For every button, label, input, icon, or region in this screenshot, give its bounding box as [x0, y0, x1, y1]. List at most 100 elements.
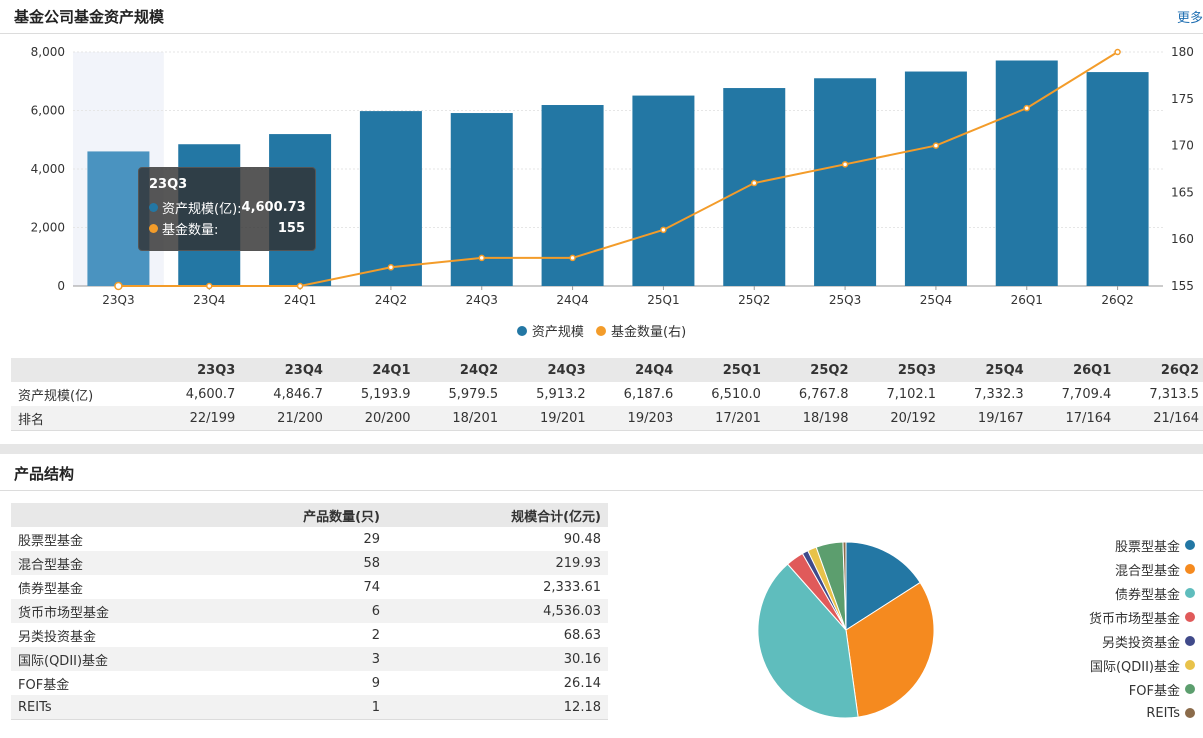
- table-header-cell: 24Q2: [414, 358, 503, 382]
- table-header-cell: 26Q2: [1115, 358, 1203, 382]
- line-point-23Q4[interactable]: [206, 282, 213, 290]
- pie-legend-label: 另类投资基金: [1101, 635, 1180, 651]
- pie-legend-item[interactable]: 混合型基金: [1089, 557, 1195, 581]
- tooltip-row2-name: 基金数量:: [162, 223, 219, 238]
- product-scale: 4,536.03: [387, 599, 608, 623]
- product-row: 股票型基金 29 90.48: [11, 527, 608, 551]
- line-point-24Q3[interactable]: [478, 254, 485, 262]
- line-point-26Q1[interactable]: [1023, 104, 1030, 112]
- table-row-asset: 资产规模(亿) 4,600.7 4,846.7 5,193.9 5,979.5 5,913…: [11, 382, 1203, 406]
- more-link[interactable]: 更多: [1176, 11, 1203, 26]
- product-name: 另类投资基金: [18, 629, 97, 645]
- product-header-cell: 规模合计(亿元): [387, 503, 608, 527]
- product-row: 货币市场型基金 6 4,536.03: [11, 599, 608, 623]
- x-tick-label: 24Q2: [375, 293, 407, 307]
- x-tick-label: 25Q1: [647, 293, 679, 307]
- pie-legend-item[interactable]: 国际(QDII)基金: [1089, 653, 1195, 677]
- pie-slice-1[interactable]: [845, 581, 935, 718]
- bar-25Q4[interactable]: [904, 71, 967, 286]
- line-point-25Q1[interactable]: [660, 226, 667, 234]
- x-tick-label: 26Q2: [1101, 293, 1133, 307]
- table-header-cell: 23Q4: [239, 358, 327, 382]
- product-name: 债券型基金: [18, 581, 84, 597]
- pie-legend-item[interactable]: FOF基金: [1089, 677, 1195, 701]
- line-point-26Q2[interactable]: [1114, 48, 1121, 56]
- y-right-tick-label: 170: [1171, 139, 1194, 153]
- table-header-cell: 25Q4: [940, 358, 1028, 382]
- product-header-cell: 产品数量(只): [250, 503, 387, 527]
- pie-legend-item[interactable]: 货币市场型基金: [1089, 605, 1195, 629]
- pie-legend-dot: [1185, 588, 1195, 598]
- line-point-24Q4[interactable]: [569, 254, 576, 262]
- product-scale: 68.63: [563, 627, 601, 643]
- pie-slice-0[interactable]: [845, 541, 921, 631]
- pie-legend: 股票型基金混合型基金债券型基金货币市场型基金另类投资基金国际(QDII)基金 FO…: [1089, 533, 1195, 725]
- table-header-cell: 24Q4: [589, 358, 678, 382]
- pie-legend-label: 债券型基金: [1114, 587, 1180, 603]
- y-right-tick-label: 175: [1171, 92, 1194, 106]
- line-point-25Q4[interactable]: [932, 142, 940, 149]
- line-point-24Q2[interactable]: [387, 264, 395, 271]
- legend-item-count[interactable]: 基金数量(右): [596, 321, 686, 340]
- pie-legend-dot: [1185, 540, 1195, 550]
- table-cell: 7,332.3: [974, 386, 1024, 402]
- product-scale: 26.14: [563, 675, 601, 691]
- tooltip-bar-dot: [149, 203, 158, 212]
- bar-25Q2[interactable]: [723, 88, 786, 286]
- chart-tooltip: 23Q3 资产规模(亿): 4,600.73 基金数量: 155: [138, 167, 316, 251]
- table-cell: 4,600.7: [185, 386, 236, 402]
- pie-legend-item[interactable]: 股票型基金: [1089, 533, 1195, 557]
- line-point-23Q3[interactable]: [114, 281, 123, 291]
- bar-25Q3[interactable]: [814, 78, 877, 286]
- pie-legend-label: 混合型基金: [1114, 563, 1180, 579]
- product-count: 58: [250, 551, 387, 575]
- product-table: 产品数量(只) 规模合计(亿元) 股票型基金 29 90.48 混合型基金 58 219.9…: [11, 503, 608, 720]
- line-point-25Q2[interactable]: [751, 179, 758, 187]
- legend-item-asset[interactable]: 资产规模: [516, 321, 584, 340]
- tooltip-row2-value: 155: [277, 221, 305, 236]
- pie-legend-item[interactable]: 另类投资基金: [1089, 629, 1195, 653]
- bar-25Q1[interactable]: [632, 95, 695, 286]
- table-cell: 5,193.9: [360, 386, 411, 402]
- bar-26Q1[interactable]: [995, 60, 1058, 287]
- bar-26Q2[interactable]: [1086, 72, 1149, 286]
- page-title: 基金公司基金资产规模: [14, 8, 165, 26]
- bar-24Q2[interactable]: [359, 111, 422, 286]
- row-label: 资产规模(亿): [18, 388, 94, 404]
- product-scale: 90.48: [563, 531, 601, 547]
- pie-legend-item[interactable]: 债券型基金: [1089, 581, 1195, 605]
- legend-label-count: 基金数量(右): [611, 325, 687, 340]
- pie-legend-dot: [1185, 612, 1195, 622]
- x-tick-label: 24Q3: [466, 293, 498, 307]
- product-row: 混合型基金 58 219.93: [11, 551, 608, 575]
- table-cell: 6,187.6: [623, 386, 674, 402]
- x-tick-label: 24Q4: [556, 293, 588, 307]
- pie-slice-7[interactable]: [842, 541, 847, 631]
- table-corner: [11, 358, 152, 382]
- product-count: 3: [250, 647, 387, 671]
- product-name: FOF基金: [18, 677, 70, 693]
- chart-legend: 资产规模 基金数量(右): [0, 321, 1203, 340]
- asset-section-header: 基金公司基金资产规模 更多: [0, 0, 1203, 34]
- pie-slice-2[interactable]: [757, 563, 859, 719]
- table-header-cell: 25Q3: [852, 358, 941, 382]
- table-header-cell: 26Q1: [1027, 358, 1116, 382]
- y-right-tick-label: 180: [1171, 45, 1194, 59]
- product-count: 1: [250, 695, 387, 720]
- table-cell: 5,913.2: [536, 386, 586, 402]
- y-right-tick-label: 165: [1171, 185, 1194, 199]
- line-point-24Q1[interactable]: [296, 282, 304, 290]
- section-divider: [0, 444, 1203, 454]
- line-point-25Q3[interactable]: [841, 161, 849, 168]
- table-cell: 7,709.4: [1061, 386, 1112, 402]
- pie-legend-dot: [1185, 564, 1195, 574]
- product-count: 6: [250, 599, 387, 623]
- pie-legend-item[interactable]: REITs: [1089, 701, 1195, 725]
- x-tick-label: 25Q4: [920, 293, 952, 307]
- table-cell: 21/200: [239, 406, 327, 431]
- table-cell: 6,767.8: [798, 386, 849, 402]
- table-header-cell: 23Q3: [151, 358, 240, 382]
- quarterly-table: 23Q3 23Q4 24Q1 24Q2 24Q3 24Q4 25Q1 25Q2 25Q3 25Q4…: [11, 358, 1203, 431]
- y-left-tick-label: 6,000: [31, 104, 65, 118]
- product-scale: 30.16: [387, 647, 608, 671]
